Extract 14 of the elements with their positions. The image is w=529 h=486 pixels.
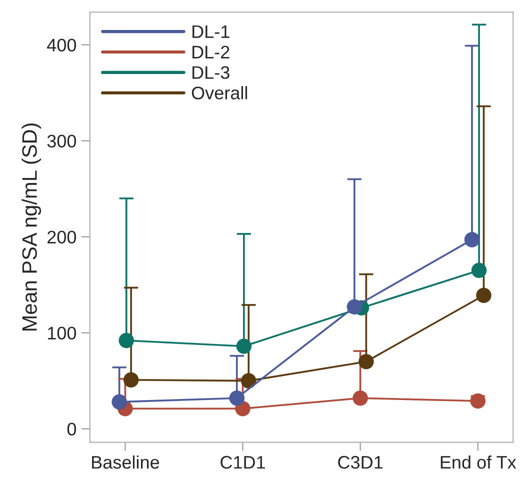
x-tick-label: Baseline [92, 455, 160, 469]
x-tick-label: C3D1 [338, 456, 383, 469]
legend-label: Overall [192, 86, 248, 100]
legend-label: DL-3 [192, 66, 230, 79]
y-tick-label: 0 [67, 422, 76, 436]
y-tick-label: 200 [48, 230, 76, 244]
legend-label: DL-2 [192, 46, 230, 58]
x-tick-label: C1D1 [220, 456, 265, 469]
x-tick-label: End of Tx [440, 455, 516, 469]
y-tick-label: 400 [47, 38, 76, 52]
legend-label: DL-1 [192, 25, 230, 38]
y-tick-label: 100 [48, 326, 76, 340]
y-tick-label: 300 [47, 134, 76, 148]
y-axis-title: Mean PSA ng/mL (SD) [22, 124, 42, 330]
